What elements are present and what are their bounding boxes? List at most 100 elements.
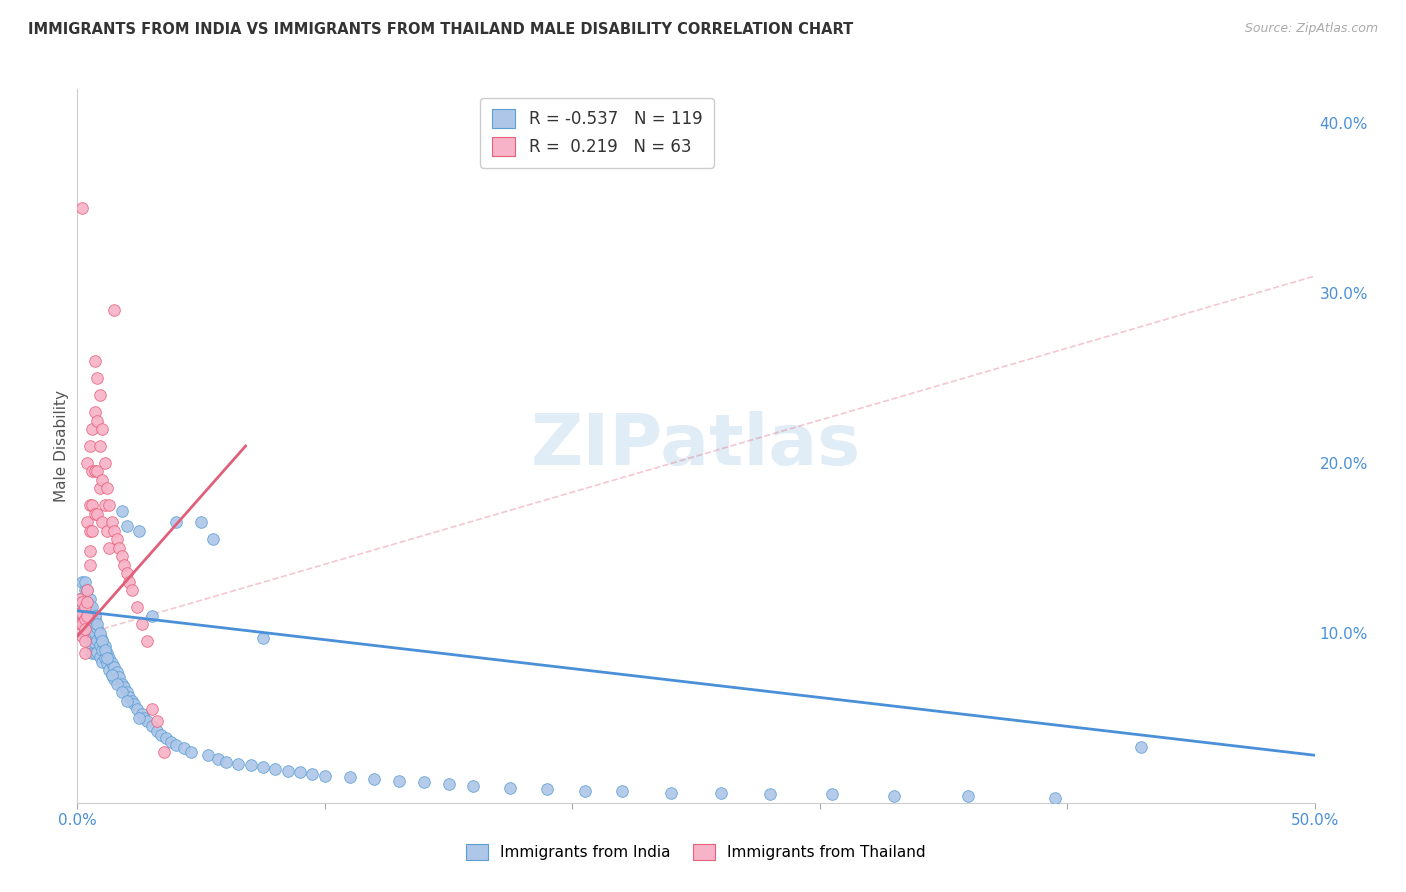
Point [73,608,96,623]
Point [89,388,111,402]
Point [96,482,118,496]
Point [314,769,336,783]
Point [536,782,558,797]
Point [1043,790,1066,805]
Point [82,465,104,479]
Point [134,711,156,725]
Point [141,608,163,623]
Point [89,649,111,664]
Point [93,651,115,665]
Point [141,702,163,716]
Point [89,626,111,640]
Point [111,503,134,517]
Point [610,784,633,798]
Point [79,612,101,626]
Point [101,668,124,682]
Point [207,751,229,765]
Point [93,643,115,657]
Point [141,719,163,733]
Point [115,685,138,699]
Point [239,758,262,772]
Point [226,756,249,771]
Point [69,606,91,620]
Point [821,787,844,801]
Point [79,623,101,637]
Point [118,574,141,589]
Point [73,646,96,660]
Point [108,670,131,684]
Point [73,626,96,640]
Point [252,631,274,645]
Point [93,640,115,654]
Point [73,612,96,626]
Point [86,617,108,632]
Point [91,516,114,530]
Point [86,632,108,647]
Point [73,583,96,598]
Point [115,694,138,708]
Point [79,439,101,453]
Point [180,745,202,759]
Point [574,784,596,798]
Point [957,789,980,803]
Point [79,499,101,513]
Point [76,608,98,623]
Point [125,702,148,716]
Point [115,566,138,581]
Point [108,541,131,555]
Point [82,606,104,620]
Y-axis label: Male Disability: Male Disability [53,390,69,502]
Point [1130,739,1153,754]
Point [128,524,150,538]
Point [83,507,105,521]
Point [72,629,94,643]
Point [437,777,460,791]
Point [86,371,108,385]
Point [112,558,135,572]
Point [89,439,111,453]
Point [125,600,148,615]
Point [83,646,105,660]
Point [339,770,361,784]
Point [89,482,111,496]
Point [363,772,385,786]
Point [72,617,94,632]
Point [93,456,115,470]
Point [103,672,125,686]
Point [76,595,98,609]
Point [96,651,118,665]
Point [105,677,128,691]
Point [101,668,124,682]
Point [76,583,98,598]
Point [388,773,411,788]
Point [101,516,124,530]
Point [76,456,98,470]
Point [103,524,125,538]
Point [98,663,121,677]
Point [86,413,108,427]
Point [72,574,94,589]
Point [73,617,96,632]
Point [79,634,101,648]
Point [72,595,94,609]
Point [82,600,104,615]
Point [145,714,167,729]
Point [83,405,105,419]
Point [89,638,111,652]
Point [264,762,287,776]
Legend: Immigrants from India, Immigrants from Thailand: Immigrants from India, Immigrants from T… [460,838,932,866]
Point [499,780,522,795]
Point [72,201,94,215]
Point [112,680,135,694]
Point [83,626,105,640]
Text: IMMIGRANTS FROM INDIA VS IMMIGRANTS FROM THAILAND MALE DISABILITY CORRELATION CH: IMMIGRANTS FROM INDIA VS IMMIGRANTS FROM… [28,22,853,37]
Point [86,507,108,521]
Point [83,465,105,479]
Point [76,595,98,609]
Point [202,533,225,547]
Point [111,677,134,691]
Point [118,690,141,705]
Point [412,775,434,789]
Point [79,558,101,572]
Point [72,612,94,626]
